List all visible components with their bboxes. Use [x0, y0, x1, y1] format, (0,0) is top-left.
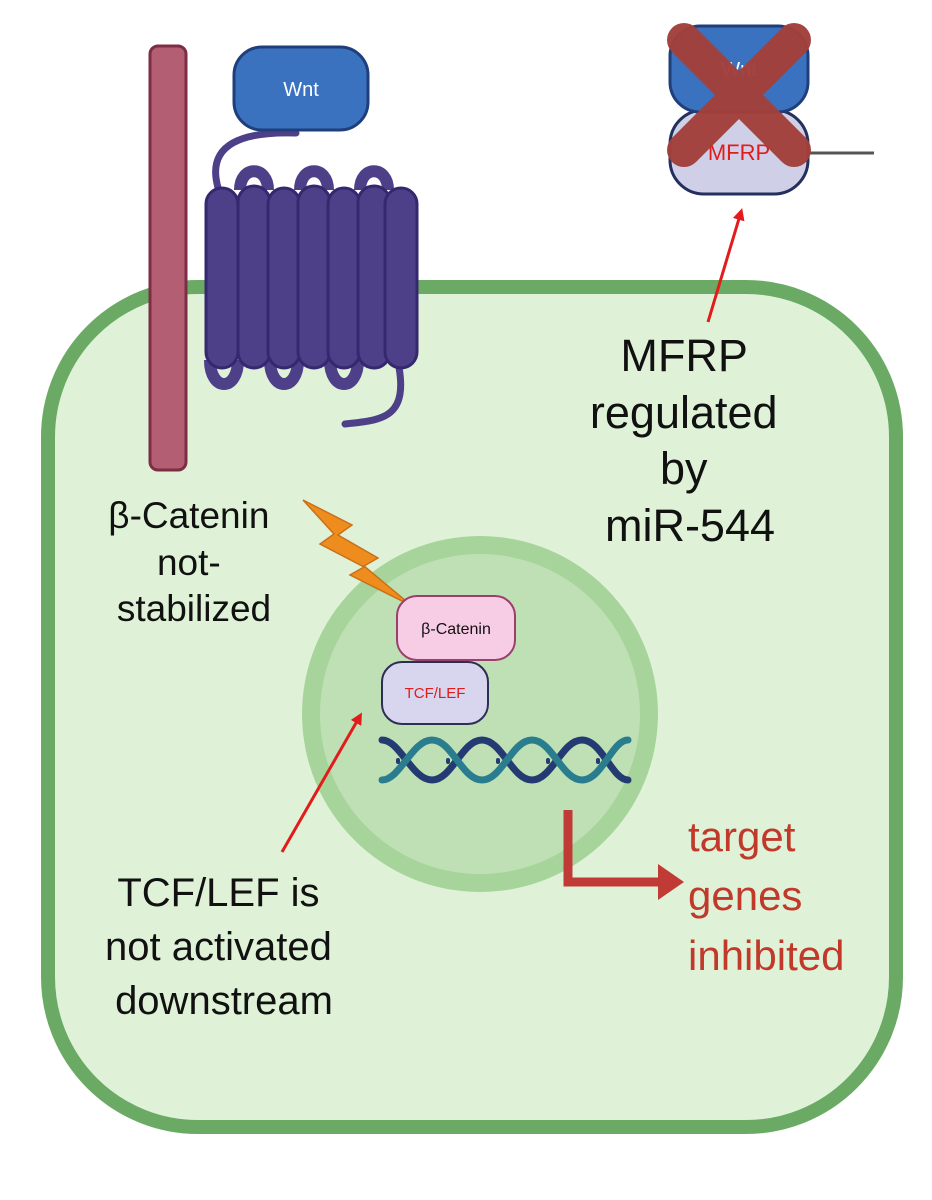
coreceptor-bar: [148, 44, 188, 472]
x-cross-icon: [667, 23, 811, 167]
beta-catenin-note-line: not-: [157, 542, 221, 583]
target-genes-note-line: inhibited: [688, 932, 844, 979]
tcf-lef-protein: [381, 661, 489, 725]
beta-catenin-note-line: stabilized: [117, 588, 271, 629]
target-genes-note-line: target: [688, 813, 796, 860]
tcf-lef-box-label: TCF/LEF: [405, 685, 466, 702]
wnt-label: Wnt: [283, 79, 319, 101]
mfrp-note-line: regulated: [590, 387, 778, 438]
tcf-note-line: TCF/LEF is: [117, 871, 319, 915]
frizzled-receptor: [204, 129, 405, 428]
beta-catenin-protein: [396, 595, 516, 661]
target-genes-arrow: [563, 810, 664, 887]
mfrp-note-line: miR-544: [605, 500, 775, 551]
dna-helix-icon: [378, 736, 632, 784]
frizzled-helices: [204, 184, 419, 370]
target-genes-note-line: genes: [688, 872, 802, 919]
tcf-note: TCF/LEF is not activated downstream: [105, 871, 343, 1023]
mfrp-regulation-arrow: [706, 208, 745, 323]
tcf-note-line: not activated: [105, 925, 332, 969]
mfrp-note-line: by: [660, 443, 708, 494]
tcf-inhibition-arrow: [280, 712, 362, 853]
target-genes-note: target genes inhibited: [688, 813, 844, 979]
beta-catenin-note: β-Catenin not- stabilized: [108, 495, 279, 629]
target-genes-arrow-head: [658, 864, 684, 900]
beta-catenin-box-label: β-Catenin: [421, 621, 491, 638]
tcf-note-line: downstream: [115, 979, 333, 1023]
wnt-ligand: [232, 45, 370, 132]
mfrp-blocked-label: MFRP: [708, 140, 770, 165]
mfrp-note-line: MFRP: [620, 330, 747, 381]
mfrp-note: MFRP regulated by miR-544: [590, 330, 790, 551]
beta-catenin-note-line: β-Catenin: [108, 495, 269, 536]
